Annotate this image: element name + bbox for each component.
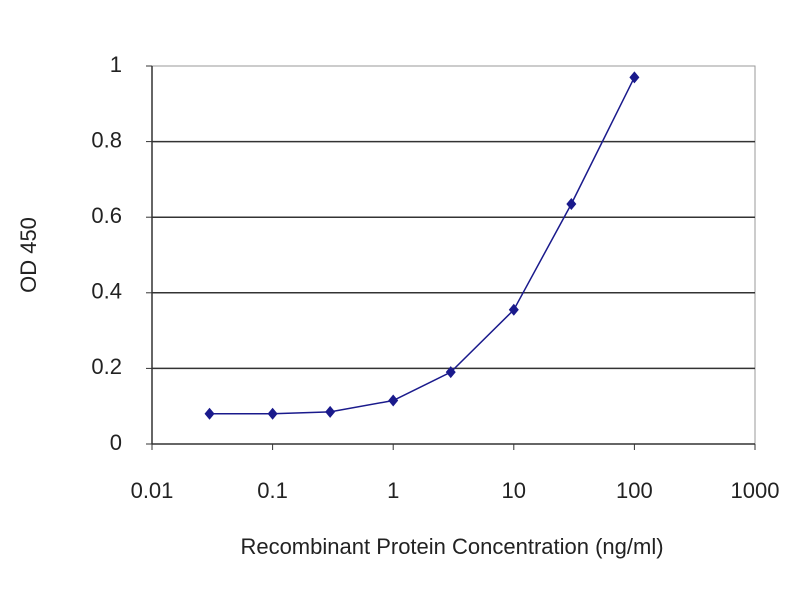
x-tick-label: 10 [502, 478, 526, 503]
data-point [267, 407, 278, 420]
x-tick-label: 0.1 [257, 478, 288, 503]
series-line [209, 77, 636, 415]
x-tick-label: 100 [616, 478, 653, 503]
data-point [204, 407, 215, 420]
x-tick-label: 1000 [731, 478, 780, 503]
data-point [325, 405, 336, 418]
x-axis-label: Recombinant Protein Concentration (ng/ml… [240, 534, 663, 559]
data-point [388, 394, 399, 407]
data-point [566, 197, 577, 210]
y-tick-label: 0.2 [91, 354, 122, 379]
data-point [629, 71, 640, 84]
data-point [508, 303, 519, 316]
y-tick-label: 0 [110, 430, 122, 455]
plot-area [151, 65, 756, 445]
y-tick-label: 0.6 [91, 203, 122, 228]
y-tick-label: 0.8 [91, 127, 122, 152]
x-tick-label: 0.01 [131, 478, 174, 503]
y-axis-label: OD 450 [16, 217, 41, 293]
data-point [445, 366, 456, 379]
x-tick-label: 1 [387, 478, 399, 503]
y-tick-label: 0.4 [91, 279, 122, 304]
y-tick-label: 1 [110, 52, 122, 77]
